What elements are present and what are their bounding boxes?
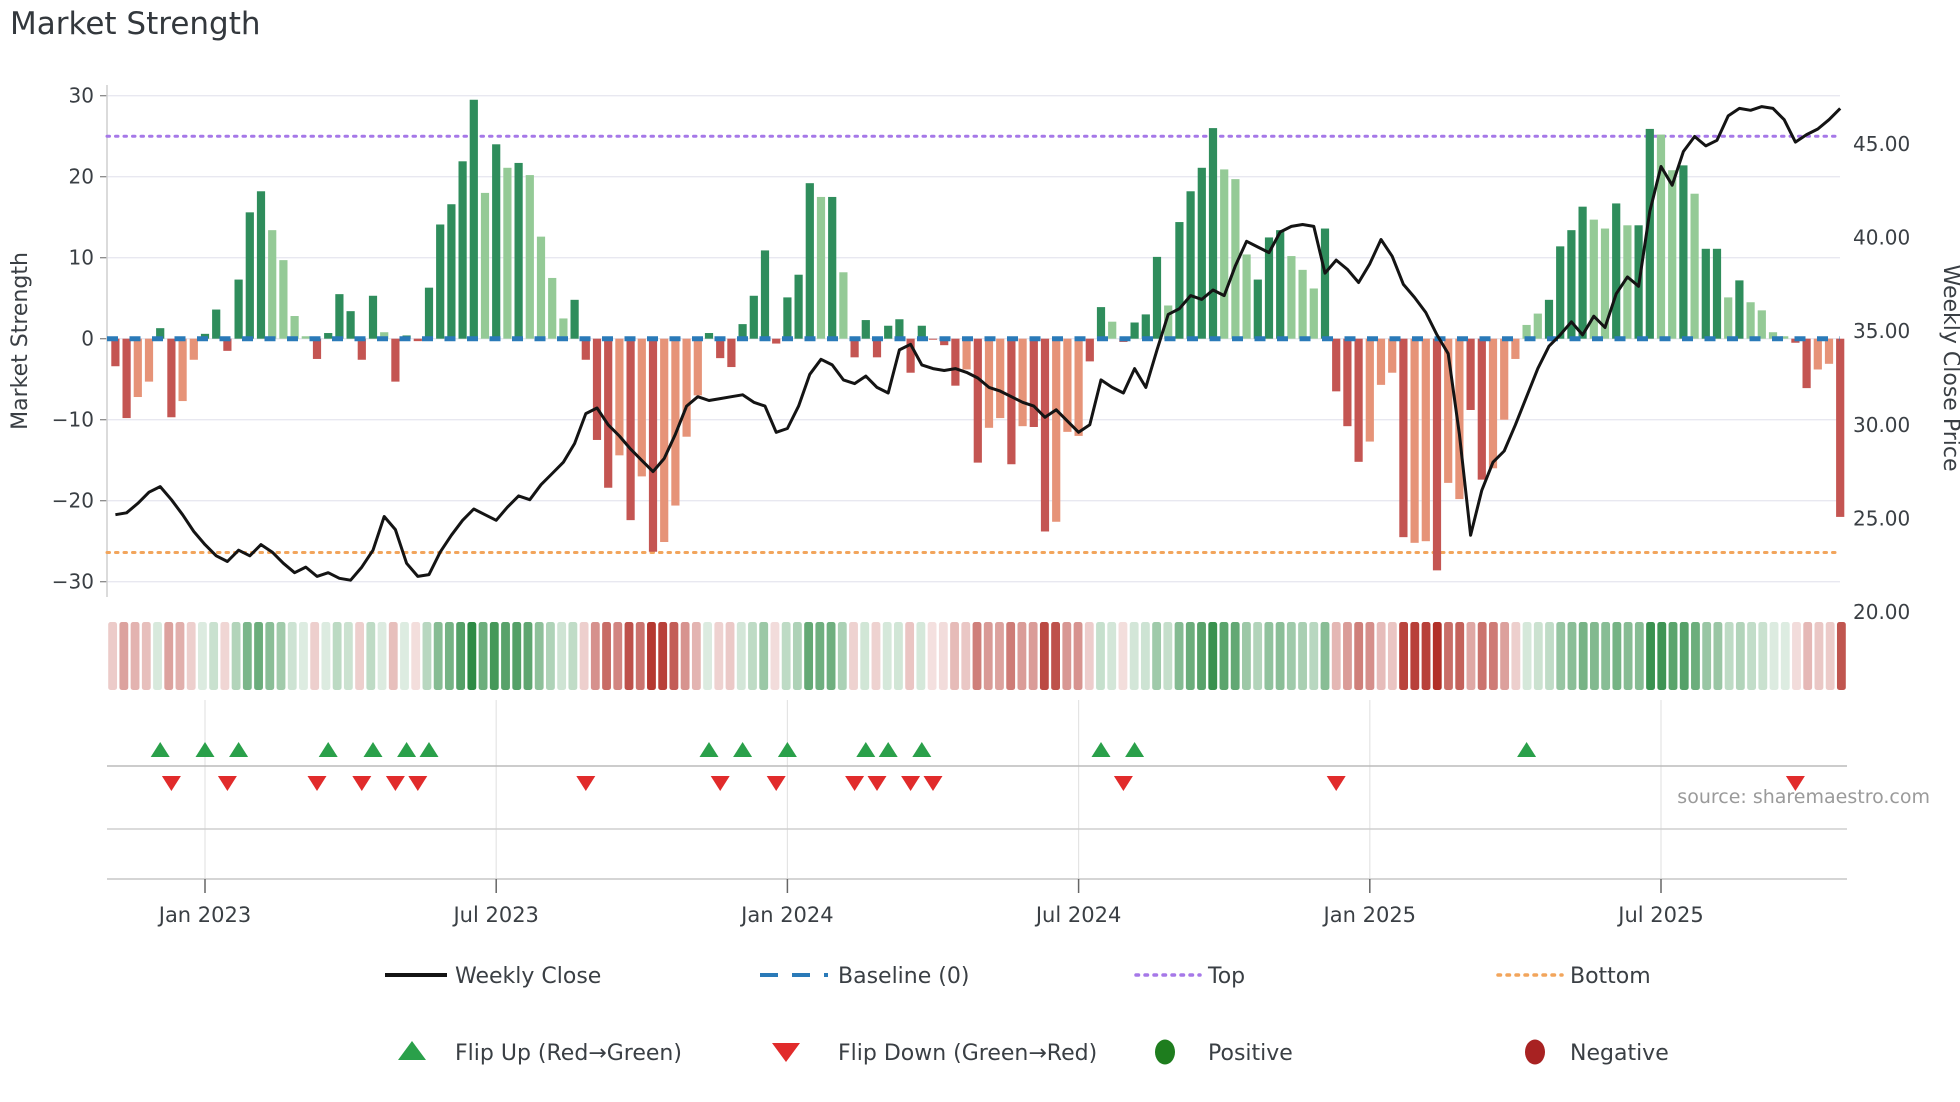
svg-text:Jul 2023: Jul 2023: [451, 903, 538, 927]
weekly-close-line: [115, 105, 1842, 582]
legend-negative-label: Negative: [1570, 1041, 1669, 1066]
svg-text:Jan 2023: Jan 2023: [157, 903, 252, 927]
legend-flip-up-label: Flip Up (Red→Green): [455, 1041, 682, 1066]
legend-positive-icon: [1155, 1039, 1175, 1065]
svg-text:35.00: 35.00: [1853, 319, 1910, 343]
legend: Weekly Close Baseline (0) Top Bottom Fli…: [385, 964, 1669, 1066]
svg-text:40.00: 40.00: [1853, 226, 1910, 250]
svg-text:Jul 2024: Jul 2024: [1034, 903, 1121, 927]
legend-bottom-label: Bottom: [1570, 964, 1651, 989]
strength-bars: [111, 99, 1845, 571]
left-axis-title: Market Strength: [8, 252, 33, 430]
svg-text:−20: −20: [52, 489, 94, 513]
legend-weekly-close-label: Weekly Close: [455, 964, 601, 989]
svg-text:−10: −10: [52, 408, 94, 432]
svg-text:20: 20: [69, 165, 94, 189]
legend-top-label: Top: [1207, 964, 1245, 989]
svg-text:0: 0: [81, 327, 94, 351]
date-axis: Jan 2023 Jul 2023 Jan 2024 Jul 2024 Jan 2025…: [107, 828, 1847, 927]
svg-text:Jan 2025: Jan 2025: [1322, 903, 1417, 927]
svg-text:10: 10: [69, 246, 94, 270]
reference-lines: [105, 134, 1842, 555]
svg-text:Jul 2025: Jul 2025: [1616, 903, 1703, 927]
svg-text:30: 30: [69, 84, 94, 108]
svg-text:20.00: 20.00: [1853, 600, 1910, 624]
right-axis-title: Weekly Close Price: [1938, 265, 1960, 472]
svg-text:Jan 2024: Jan 2024: [739, 903, 834, 927]
svg-text:45.00: 45.00: [1853, 132, 1910, 156]
axis-spines: [100, 85, 108, 597]
legend-baseline-label: Baseline (0): [838, 964, 969, 989]
svg-text:30.00: 30.00: [1853, 413, 1910, 437]
flip-marker-strip: [107, 700, 1847, 879]
legend-flip-up-icon: [398, 1041, 426, 1060]
legend-negative-icon: [1525, 1039, 1545, 1065]
legend-flip-down-icon: [772, 1043, 800, 1062]
legend-positive-label: Positive: [1208, 1041, 1293, 1066]
heatmap-strip: [108, 622, 1846, 690]
svg-text:−30: −30: [52, 570, 94, 594]
svg-text:25.00: 25.00: [1853, 506, 1910, 530]
source-label: source: sharemaestro.com: [1677, 786, 1930, 808]
page-title: Market Strength: [10, 6, 261, 42]
legend-flip-down-label: Flip Down (Green→Red): [838, 1041, 1097, 1066]
tick-labels: 30 20 10 0 −10 −20 −30 45.00 40.00 35.00 30.00 25.0…: [52, 84, 1910, 624]
